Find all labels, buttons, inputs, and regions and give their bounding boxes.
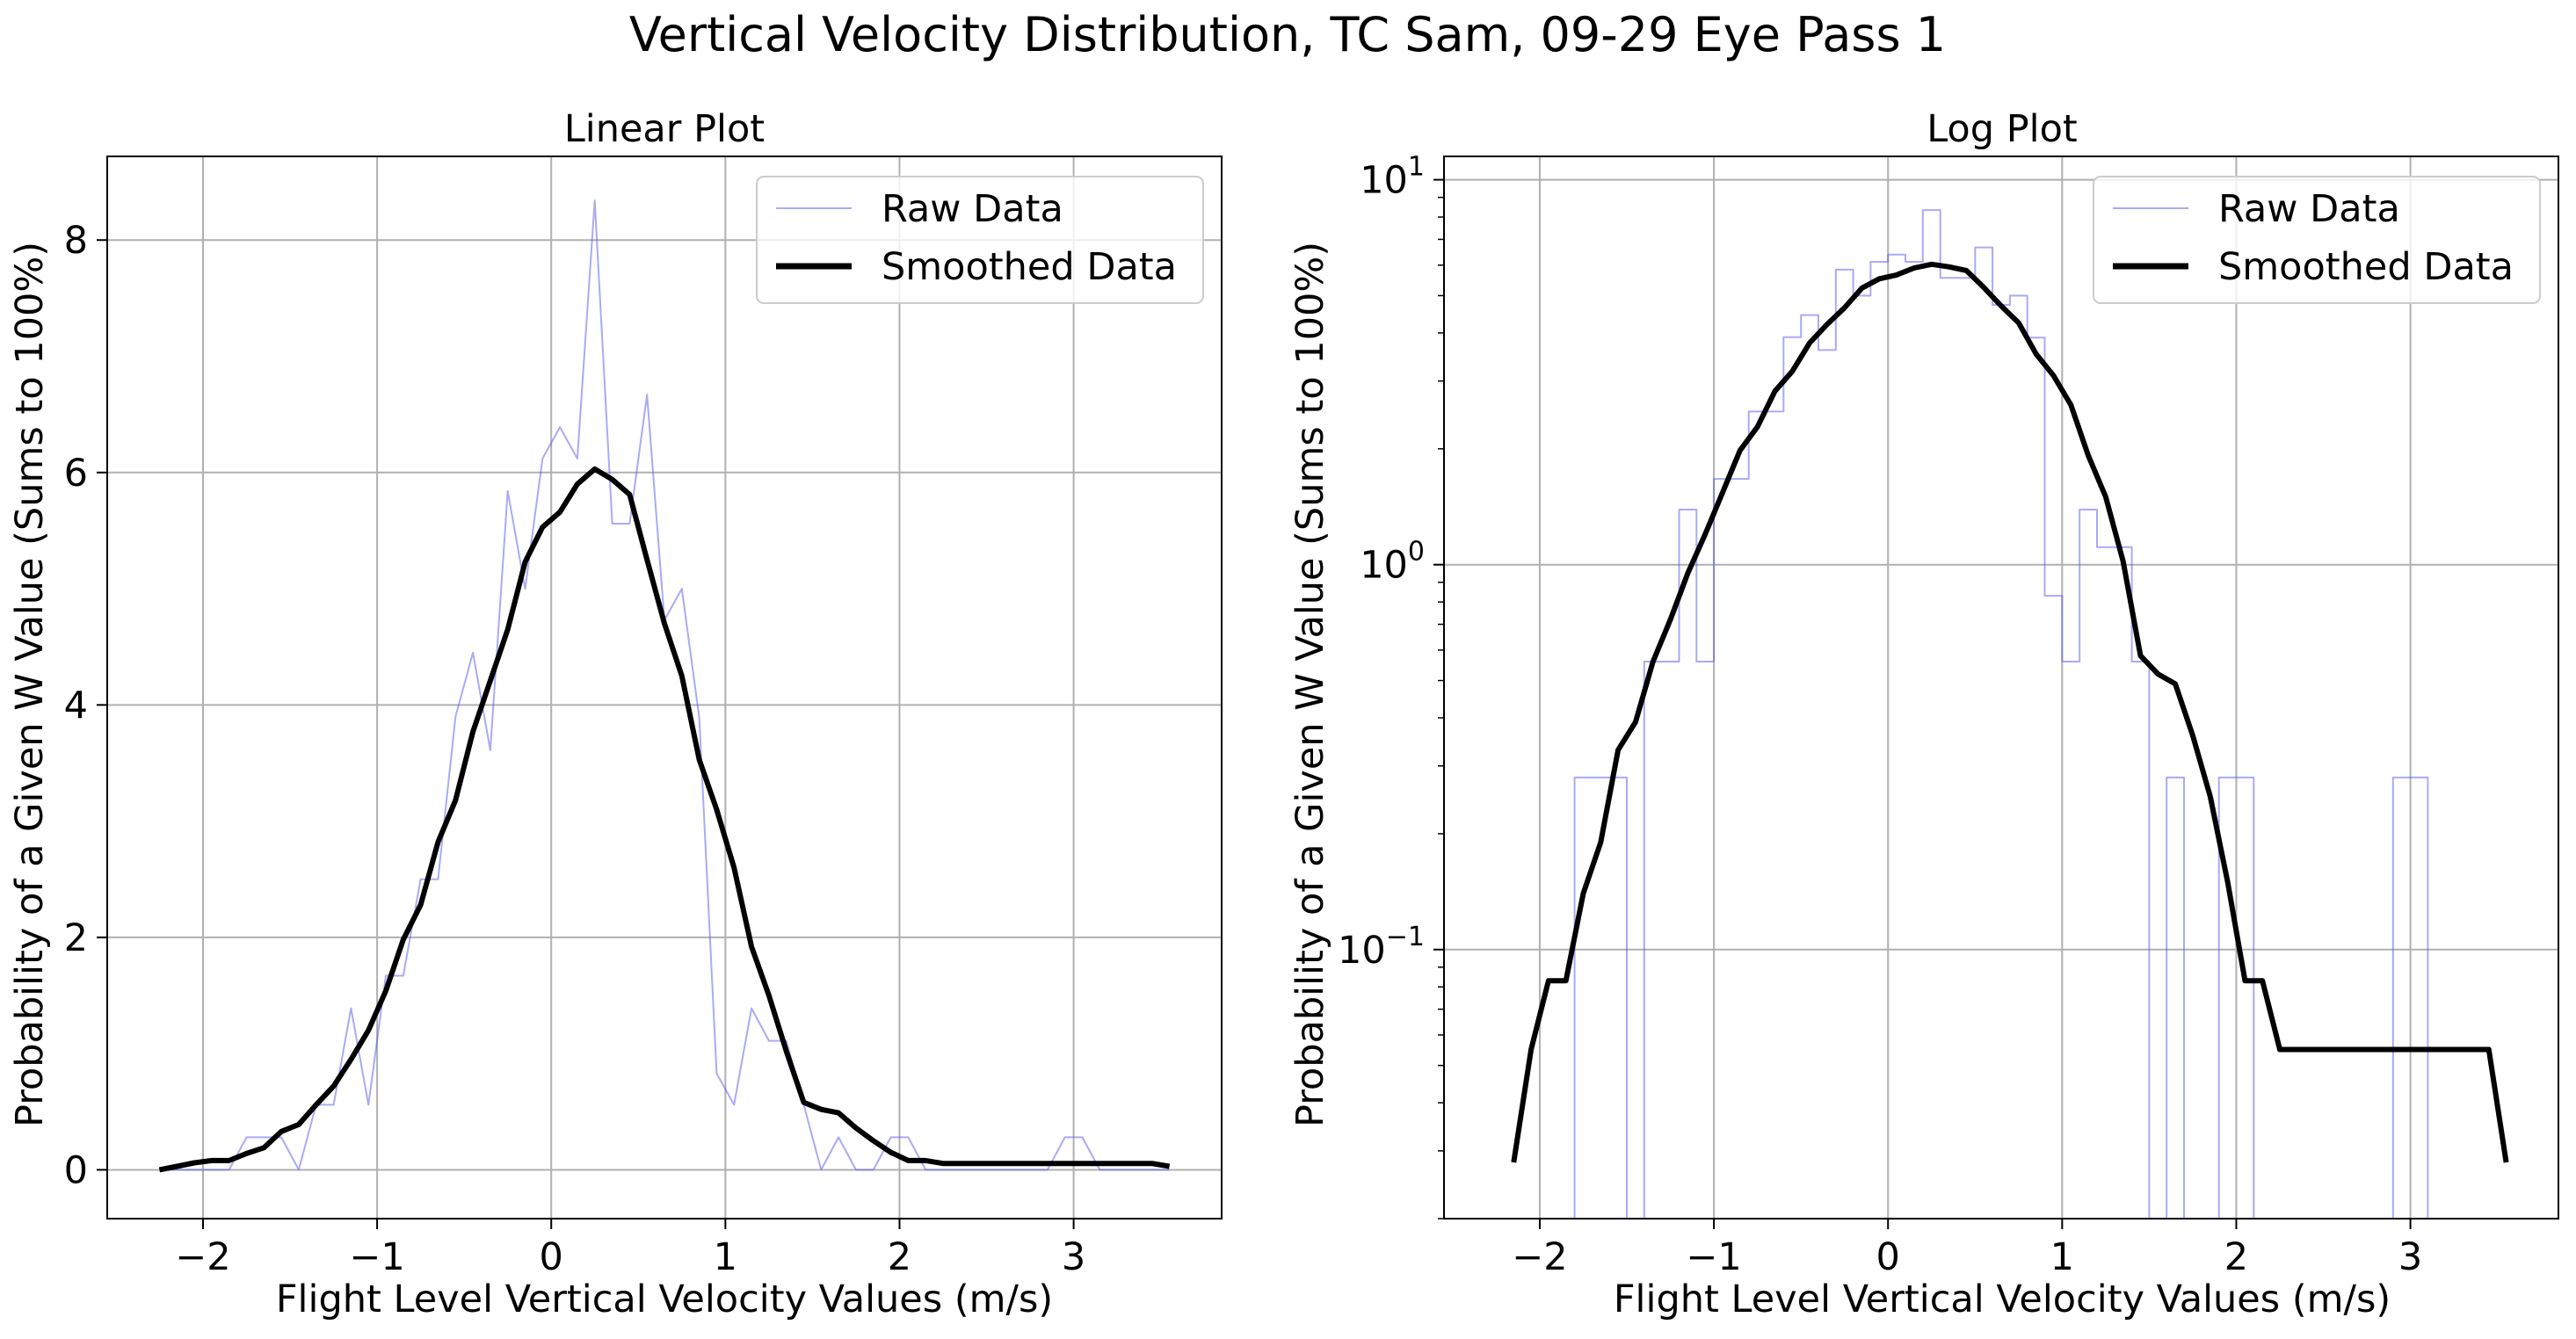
x-tick-label: 1 [2050,1235,2074,1279]
axes-frame [1443,156,2559,1220]
y-tick-label-exponent: −1 [1386,922,1425,952]
log-plot-ylabel: Probability of a Given W Value (Sums to … [1288,242,1332,1127]
y-tick-label: 4 [64,684,88,727]
legend-box [756,176,1204,304]
linear-plot-y-ticks: 0 2 4 6 8 [64,219,107,1192]
y-tick-label: 10−1 [1338,922,1425,973]
linear-plot-frame [106,156,1223,1220]
legend-smoothed-label: Smoothed Data [882,245,1177,289]
x-tick-label: 0 [1876,1235,1900,1279]
log-plot-raw-series [1573,209,2429,1219]
log-plot-smoothed-series [1511,261,2509,1163]
y-tick-label-exponent: 0 [1408,537,1425,568]
x-tick-label: −2 [175,1235,230,1279]
raw-data-line [1573,209,2429,1219]
y-tick-label: 2 [64,916,88,960]
y-tick-label: 6 [64,452,88,496]
smoothed-data-line [158,466,1171,1173]
y-tick-label-base: 10 [1360,544,1408,588]
x-tick-label: 2 [2224,1235,2248,1279]
y-tick-label: 100 [1360,537,1425,588]
legend-raw-label: Raw Data [882,187,1063,231]
linear-plot-ylabel: Probability of a Given W Value (Sums to … [8,242,52,1127]
y-tick-label-exponent: 1 [1408,152,1425,183]
x-tick-label: 2 [888,1235,911,1279]
figure-suptitle: Vertical Velocity Distribution, TC Sam, … [629,7,1946,62]
x-tick-label: 0 [540,1235,563,1279]
smoothed-data-line [1511,261,2509,1163]
linear-plot-x-ticks: −2 −1 0 1 2 3 [175,1219,1085,1279]
linear-plot-title: Linear Plot [564,107,765,151]
y-tick-label: 8 [64,219,88,263]
linear-plot-panel: Linear Plot Flight Level Vertical Veloci… [8,107,1223,1321]
x-tick-label: −1 [349,1235,404,1279]
axes-frame [106,156,1223,1220]
x-tick-label: −1 [1686,1235,1741,1279]
y-tick-label-base: 10 [1360,159,1408,203]
log-plot-grid [1444,156,2558,1219]
legend-raw-label: Raw Data [2218,187,2400,231]
log-plot-x-ticks: −2 −1 0 1 2 3 [1512,1219,2422,1279]
log-plot-title: Log Plot [1927,107,2078,151]
y-tick-label-base: 10 [1338,929,1386,973]
x-tick-label: 3 [1062,1235,1085,1279]
y-tick-label: 0 [64,1148,88,1192]
legend-box [2093,176,2541,304]
linear-plot-xlabel: Flight Level Vertical Velocity Values (m… [276,1277,1053,1321]
y-tick-label: 101 [1360,152,1425,203]
log-plot-panel: Log Plot Flight Level Vertical Velocity … [1288,107,2559,1321]
linear-plot-legend: Raw Data Smoothed Data [756,176,1204,304]
log-plot-frame [1443,156,2559,1220]
linear-plot-smoothed-series [158,466,1171,1173]
legend-smoothed-label: Smoothed Data [2218,245,2514,289]
x-tick-label: 3 [2398,1235,2422,1279]
log-plot-legend: Raw Data Smoothed Data [2093,176,2541,304]
x-tick-label: −2 [1512,1235,1567,1279]
x-tick-label: 1 [714,1235,737,1279]
log-plot-xlabel: Flight Level Vertical Velocity Values (m… [1614,1277,2391,1321]
